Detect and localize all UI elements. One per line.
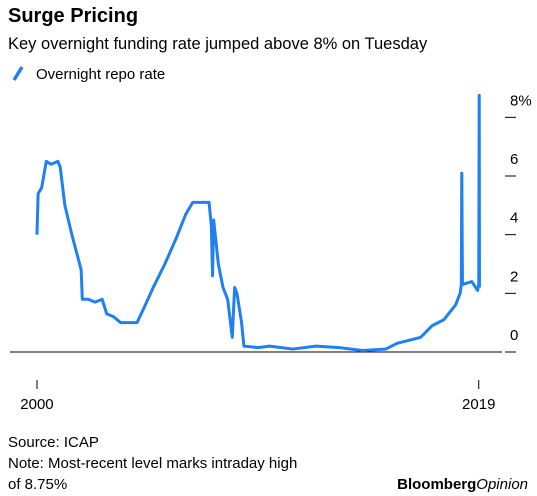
logo-brand: Bloomberg	[397, 476, 476, 493]
source: Source: ICAP	[8, 434, 99, 451]
logo-suffix: Opinion	[476, 476, 528, 493]
x-tick-label: 2019	[462, 396, 495, 413]
y-tick-label: 4	[510, 210, 518, 227]
chart-title: Surge Pricing	[8, 5, 138, 27]
x-tick-label: 2000	[20, 396, 53, 413]
chart-subtitle: Key overnight funding rate jumped above …	[8, 35, 428, 53]
y-tick-label: 6	[510, 151, 518, 168]
note: Note: Most-recent level marks intraday h…	[8, 455, 297, 472]
line-series	[35, 93, 481, 353]
y-tick-label: 2	[510, 268, 518, 285]
y-tick-label: 8%	[510, 92, 532, 109]
legend-icon	[12, 66, 24, 81]
legend-label: Overnight repo rate	[36, 66, 165, 83]
y-tick-label: 0	[510, 327, 518, 344]
note: of 8.75%	[8, 476, 67, 493]
logo: BloombergOpinion	[397, 476, 528, 493]
